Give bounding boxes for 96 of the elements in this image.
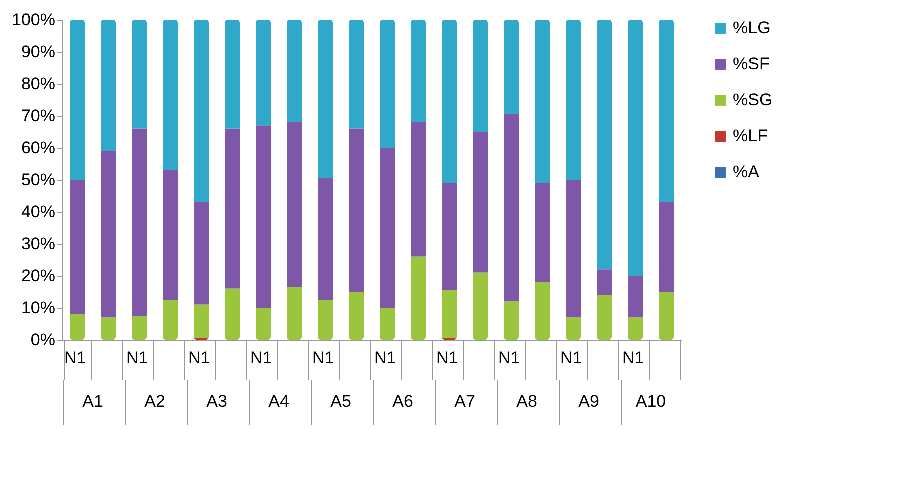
- x-tick-label: N1: [622, 348, 644, 368]
- bar: [256, 308, 271, 340]
- bar: [473, 20, 488, 132]
- x-tick-label: N1: [312, 348, 334, 368]
- bar: [628, 20, 643, 276]
- text: A4: [268, 392, 290, 411]
- legend-label: %LF: [733, 126, 768, 146]
- bar: [194, 202, 209, 305]
- bar: [349, 292, 364, 340]
- bar: [535, 20, 550, 184]
- bar: [225, 288, 240, 340]
- bar: [535, 282, 550, 340]
- bar: [318, 20, 333, 178]
- y-tick-label: 80%: [21, 74, 56, 94]
- bar: [256, 20, 271, 126]
- bar: [256, 126, 271, 308]
- bar: [163, 300, 178, 340]
- text: A2: [144, 392, 166, 411]
- x-tick-label: N1: [250, 348, 272, 368]
- y-tick-label: 70%: [21, 106, 56, 126]
- legend-label: %SF: [733, 54, 770, 74]
- bar: [442, 183, 457, 290]
- bar: [101, 151, 116, 318]
- text: A6: [392, 392, 414, 411]
- x-tick-label: N1: [374, 348, 396, 368]
- bar: [566, 180, 581, 318]
- bar: [132, 20, 147, 129]
- bar: [380, 20, 395, 148]
- y-tick-label: 100%: [12, 10, 56, 30]
- bar: [535, 183, 550, 282]
- bar: [473, 132, 488, 273]
- bar: [70, 314, 85, 340]
- bar: [163, 20, 178, 170]
- bar: [380, 308, 395, 340]
- bar: [659, 292, 674, 340]
- bar: [101, 318, 116, 340]
- x-tick-label: N1: [436, 348, 458, 368]
- bar: [287, 20, 302, 122]
- y-tick-label: 90%: [21, 42, 56, 62]
- bar: [504, 114, 519, 302]
- text: A5: [330, 392, 352, 411]
- bar: [504, 20, 519, 114]
- bar: [597, 270, 612, 296]
- bar: [101, 20, 116, 152]
- legend-label: %LG: [733, 18, 771, 38]
- bar: [380, 148, 395, 308]
- bar: [225, 20, 240, 129]
- bar: [442, 20, 457, 184]
- bar: [504, 302, 519, 340]
- x-tick-label: N1: [126, 348, 148, 368]
- y-tick-label: 0%: [30, 330, 56, 350]
- y-tick-label: 20%: [21, 266, 56, 286]
- bar: [566, 318, 581, 340]
- legend-label: %SG: [733, 90, 773, 110]
- bar: [318, 300, 333, 340]
- bar: [194, 304, 209, 338]
- x-tick-label: N1: [64, 348, 86, 368]
- bar: [132, 316, 147, 340]
- bar: [132, 128, 147, 316]
- text: A9: [578, 392, 600, 411]
- bar: [225, 128, 240, 289]
- text: A7: [454, 392, 476, 411]
- y-tick-label: 40%: [21, 202, 56, 222]
- bar: [194, 20, 209, 202]
- bar: [628, 318, 643, 340]
- y-tick-label: 50%: [21, 170, 56, 190]
- y-tick-label: 30%: [21, 234, 56, 254]
- bar: [163, 170, 178, 300]
- text: A8: [516, 392, 538, 411]
- bar: [566, 20, 581, 180]
- bar: [349, 128, 364, 292]
- text: A10: [636, 392, 666, 411]
- bar: [70, 180, 85, 314]
- legend-label: %A: [733, 162, 760, 182]
- x-tick-label: N1: [560, 348, 582, 368]
- bar: [287, 122, 302, 288]
- bar: [70, 20, 85, 180]
- y-tick-label: 10%: [21, 298, 56, 318]
- bar: [442, 290, 457, 338]
- x-tick-label: N1: [188, 348, 210, 368]
- bar: [411, 122, 426, 257]
- bar: [597, 20, 612, 270]
- bar: [287, 287, 302, 340]
- y-tick-label: 60%: [21, 138, 56, 158]
- bar: [628, 276, 643, 318]
- bar: [349, 20, 364, 129]
- bar: [597, 295, 612, 340]
- text: A1: [82, 392, 104, 411]
- bar: [473, 272, 488, 340]
- bar: [411, 256, 426, 340]
- text: A3: [206, 392, 228, 411]
- bar: [411, 20, 426, 122]
- bar: [659, 202, 674, 292]
- bar: [659, 20, 674, 202]
- bar: [318, 178, 333, 300]
- x-tick-label: N1: [498, 348, 520, 368]
